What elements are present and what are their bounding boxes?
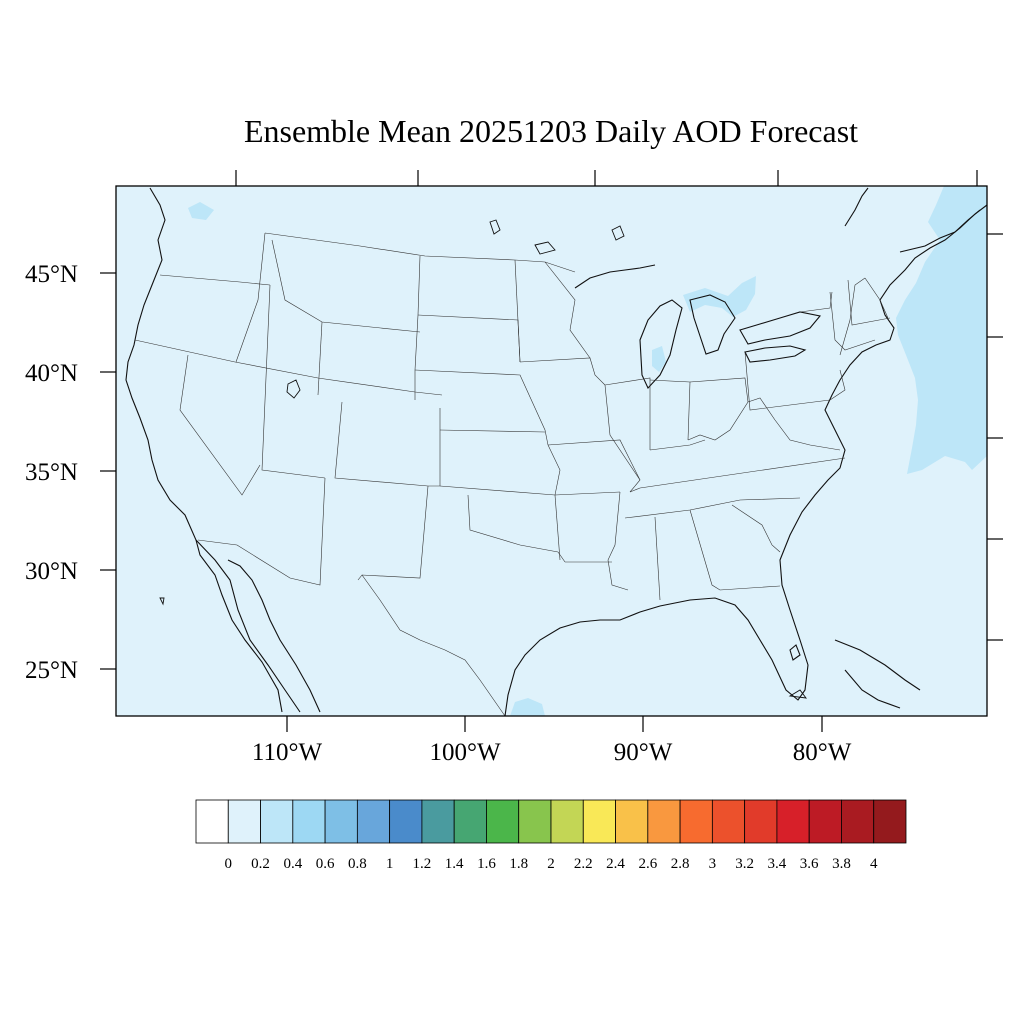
colorbar-swatch [453, 799, 487, 844]
colorbar-label: 4 [870, 856, 878, 872]
lat-label-35n: 35°N [25, 459, 78, 486]
colorbar-swatch [550, 799, 584, 844]
map-frame [115, 185, 988, 717]
colorbar-swatch [647, 799, 681, 844]
colorbar-label: 0.8 [348, 856, 367, 872]
colorbar-label: 3.6 [800, 856, 819, 872]
colorbar-swatch [776, 799, 810, 844]
colorbar-swatch [841, 799, 875, 844]
map-title: Ensemble Mean 20251203 Daily AOD Forecas… [244, 113, 858, 149]
colorbar-swatch [195, 799, 229, 844]
lat-label-30n: 30°N [25, 558, 78, 585]
lat-label-25n: 25°N [25, 657, 78, 684]
lon-label-100w: 100°W [429, 739, 500, 766]
right-ticks [987, 233, 1003, 641]
colorbar-label: 2 [547, 856, 555, 872]
colorbar-swatch [260, 799, 294, 844]
aod-patch-great-lakes [683, 276, 756, 317]
colorbar-swatch [421, 799, 455, 844]
colorbar-label: 1.6 [477, 856, 496, 872]
colorbar-swatch [518, 799, 552, 844]
bottom-ticks [286, 716, 823, 732]
colorbar-label: 2.6 [638, 856, 657, 872]
colorbar-label: 1.8 [509, 856, 528, 872]
colorbar-swatch [486, 799, 520, 844]
colorbar-swatch [324, 799, 358, 844]
colorbar-label: 2.4 [606, 856, 625, 872]
colorbar-swatch [808, 799, 842, 844]
lat-label-40n: 40°N [25, 360, 78, 387]
water-features [159, 219, 807, 699]
state-borders [134, 232, 891, 717]
colorbar-swatch [615, 799, 649, 844]
colorbar-swatch [873, 799, 907, 844]
top-ticks [235, 170, 978, 186]
aod-patch-atlantic [896, 186, 987, 474]
colorbar-swatch [389, 799, 423, 844]
colorbar-label: 0.4 [283, 856, 302, 872]
colorbar-label: 0.6 [316, 856, 335, 872]
colorbar-swatch [711, 799, 746, 844]
aod-patch-gulf-texas [510, 698, 545, 716]
map-background [116, 186, 987, 716]
map-panel: 45°N 40°N 35°N 30°N 25°N 110°W 100°W 90°… [25, 170, 1003, 766]
colorbar-swatch [744, 799, 778, 844]
colorbar-swatch [227, 799, 261, 844]
aod-patch-great-lakes-south [652, 346, 666, 372]
lon-label-90w: 90°W [614, 739, 673, 766]
colorbar-label: 1 [386, 856, 394, 872]
aod-patch-pacific-nw [188, 202, 214, 220]
left-ticks [100, 272, 116, 670]
colorbar-swatch [292, 799, 326, 844]
colorbar-swatch [679, 799, 713, 844]
lon-label-80w: 80°W [793, 739, 852, 766]
colorbar-label: 0.2 [251, 856, 270, 872]
lon-label-110w: 110°W [252, 739, 323, 766]
colorbar-label: 1.4 [445, 856, 464, 872]
colorbar-label: 1.2 [413, 856, 432, 872]
colorbar-label: 3.4 [768, 856, 787, 872]
colorbar-label: 2.8 [671, 856, 690, 872]
colorbar-label: 3.8 [832, 856, 851, 872]
colorbar-label: 3.2 [735, 856, 754, 872]
colorbar-swatch [582, 799, 616, 844]
colorbar-label: 2.2 [574, 856, 593, 872]
lat-label-45n: 45°N [25, 261, 78, 288]
colorbar: 0 0.2 0.4 0.6 0.8 1 1.2 1.4 1.6 1.8 2 2.2 2.4 2.6 2.8 3… [195, 799, 907, 872]
colorbar-label: 3 [709, 856, 717, 872]
colorbar-swatch [356, 799, 391, 844]
colorbar-label: 0 [225, 856, 233, 872]
